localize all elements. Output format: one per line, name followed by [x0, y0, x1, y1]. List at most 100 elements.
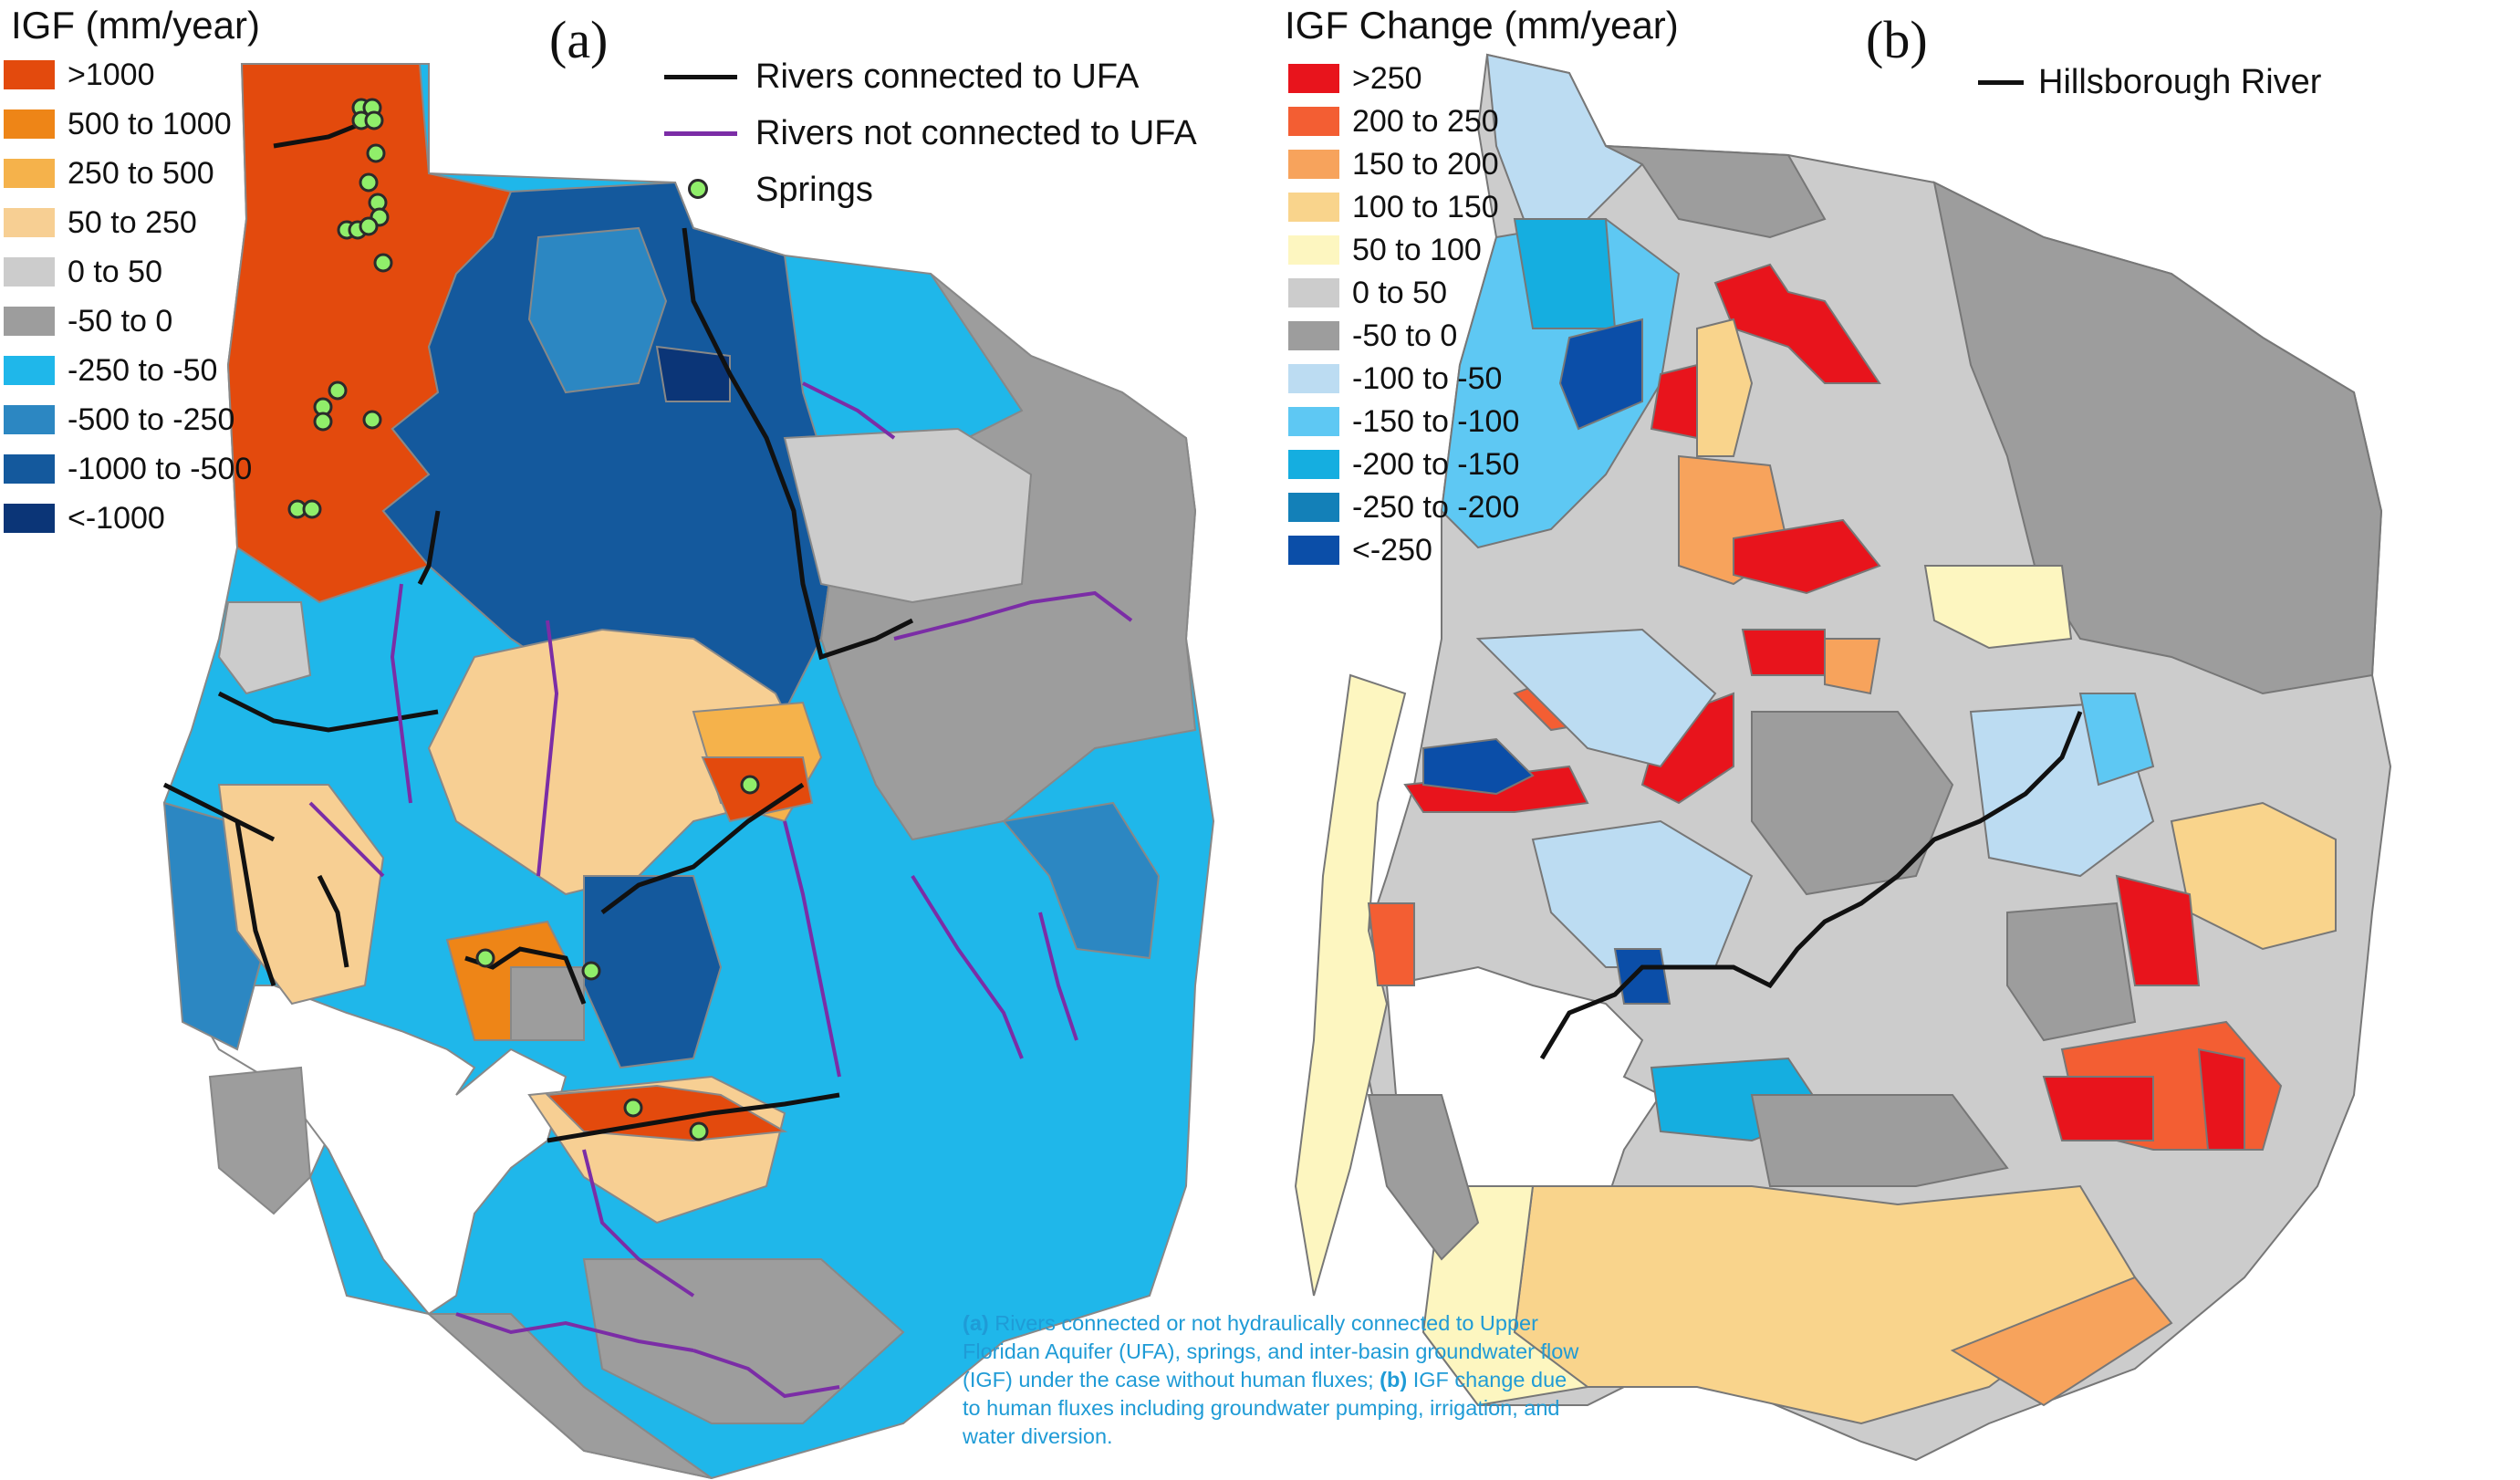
- legend-label: >1000: [68, 57, 155, 92]
- map-b-darkgrey-nw: [1605, 145, 1827, 239]
- river-unconnected-9: [455, 1312, 694, 1352]
- spring: [689, 1121, 709, 1141]
- map-b-darkgrey-center: [1751, 711, 1954, 896]
- map-b-lightblue-center: [1475, 628, 1717, 768]
- spring: [302, 499, 322, 519]
- river-unconnected-4: [536, 620, 559, 877]
- map-b-red-se: [2042, 1076, 2154, 1141]
- legend-label: -1000 to -500: [68, 452, 253, 486]
- spring: [623, 1098, 643, 1118]
- legend-label: 0 to 50: [1352, 276, 1447, 310]
- river-unconnected-2: [893, 590, 1133, 641]
- purple-line-icon: [664, 131, 737, 136]
- map-b-lightblue-north: [1485, 53, 1644, 220]
- river-unconnected-11: [308, 801, 385, 878]
- map-b-orange-coast: [1367, 902, 1415, 986]
- legend-label: -500 to -250: [68, 402, 235, 437]
- spring: [475, 948, 495, 968]
- caption-a-label: (a): [963, 1311, 989, 1335]
- feature-legend-b: Hillsborough River: [1978, 62, 2489, 108]
- legend-b: >250 200 to 250 150 to 200 100 to 150 50 to …: [1288, 60, 1562, 571]
- color-swatch: [1288, 364, 1339, 393]
- river-connected-6: [317, 874, 349, 968]
- map-a-midblue-east: [1002, 801, 1161, 960]
- map-b-yellow-south: [1421, 1185, 1590, 1407]
- green-dot-icon: [688, 179, 708, 199]
- map-b-darkgrey-west: [1367, 1094, 1480, 1261]
- legend-label: 150 to 200: [1352, 147, 1499, 182]
- map-b-grey-south: [1750, 1094, 2009, 1187]
- color-swatch: [4, 109, 55, 139]
- legend-title-a: IGF (mm/year): [11, 4, 260, 47]
- map-b-navy-sw: [1613, 948, 1671, 1005]
- river-unconnected-5: [783, 820, 841, 1078]
- legend-label: -250 to -50: [68, 353, 218, 388]
- legend-label: -150 to -100: [1352, 404, 1520, 439]
- map-b-orange-mid: [1824, 638, 1881, 695]
- map-b-red-se2: [2197, 1047, 2245, 1151]
- legend-label: 500 to 1000: [68, 107, 232, 141]
- map-b-navy-west: [1558, 318, 1643, 431]
- black-line-icon: [1978, 80, 2024, 85]
- legend-label: -200 to -150: [1352, 447, 1520, 482]
- river-connected-7: [600, 782, 805, 914]
- map-b-red-mid2: [1741, 629, 1826, 676]
- river-connected-9: [547, 1092, 840, 1143]
- black-line-icon: [664, 75, 737, 79]
- color-swatch: [4, 307, 55, 336]
- river-unconnected-7: [1038, 912, 1078, 1041]
- caption-a-text: Rivers connected or not hydraulically co…: [963, 1311, 1579, 1391]
- map-a-navy-north: [655, 345, 731, 402]
- legend-label: Hillsborough River: [2038, 63, 2322, 101]
- legend-label: <-1000: [68, 501, 165, 536]
- legend-label: 250 to 500: [68, 156, 214, 191]
- color-swatch: [1288, 235, 1339, 265]
- spring: [362, 410, 382, 430]
- color-swatch: [4, 60, 55, 89]
- map-b-tan-north: [1696, 318, 1754, 457]
- color-swatch: [1288, 321, 1339, 350]
- river-connected-4: [162, 782, 276, 842]
- color-swatch: [1288, 150, 1339, 179]
- color-swatch: [4, 208, 55, 237]
- legend-label: 50 to 100: [1352, 233, 1482, 267]
- caption-b-label: (b): [1380, 1368, 1408, 1391]
- color-swatch: [4, 454, 55, 484]
- map-a-midblue-north: [527, 226, 668, 394]
- springs: [287, 98, 760, 1141]
- map-b-navy-center: [1422, 737, 1535, 796]
- spring: [313, 412, 333, 432]
- spring: [740, 775, 760, 795]
- map-a-grey-south: [426, 1313, 713, 1479]
- spring: [581, 961, 601, 981]
- river-unconnected-3: [390, 583, 412, 804]
- legend-label: 50 to 250: [68, 205, 197, 240]
- map-b-orange-south: [1950, 1276, 2173, 1407]
- legend-label: -50 to 0: [68, 304, 173, 339]
- color-swatch: [1288, 278, 1339, 307]
- figure-caption: (a) Rivers connected or not hydraulicall…: [963, 1309, 1583, 1451]
- legend-label: 0 to 50: [68, 255, 162, 289]
- legend-label: Rivers connected to UFA: [755, 57, 1140, 96]
- river-unconnected-6: [911, 874, 1024, 1059]
- map-b-red-north: [1713, 263, 1881, 384]
- color-swatch: [1288, 493, 1339, 522]
- color-swatch: [4, 257, 55, 287]
- map-b-red-east: [2115, 874, 2201, 986]
- color-swatch: [1288, 450, 1339, 479]
- legend-label: >250: [1352, 61, 1422, 96]
- map-b-yellow-1: [1923, 565, 2073, 650]
- legend-label: <-250: [1352, 533, 1432, 568]
- igf-map-b: [1294, 53, 2392, 1462]
- river-connected-5: [234, 820, 276, 986]
- spring: [366, 143, 386, 163]
- map-a-grey-southeast: [582, 1258, 905, 1424]
- map-b-red-mid: [1733, 518, 1881, 595]
- legend-label: 200 to 250: [1352, 104, 1499, 139]
- spring: [359, 216, 379, 236]
- spring: [364, 110, 384, 130]
- legend-label: -50 to 0: [1352, 318, 1458, 353]
- color-swatch: [4, 405, 55, 434]
- map-b-yellow-coast: [1294, 673, 1407, 1297]
- map-a-tan-center: [427, 628, 805, 896]
